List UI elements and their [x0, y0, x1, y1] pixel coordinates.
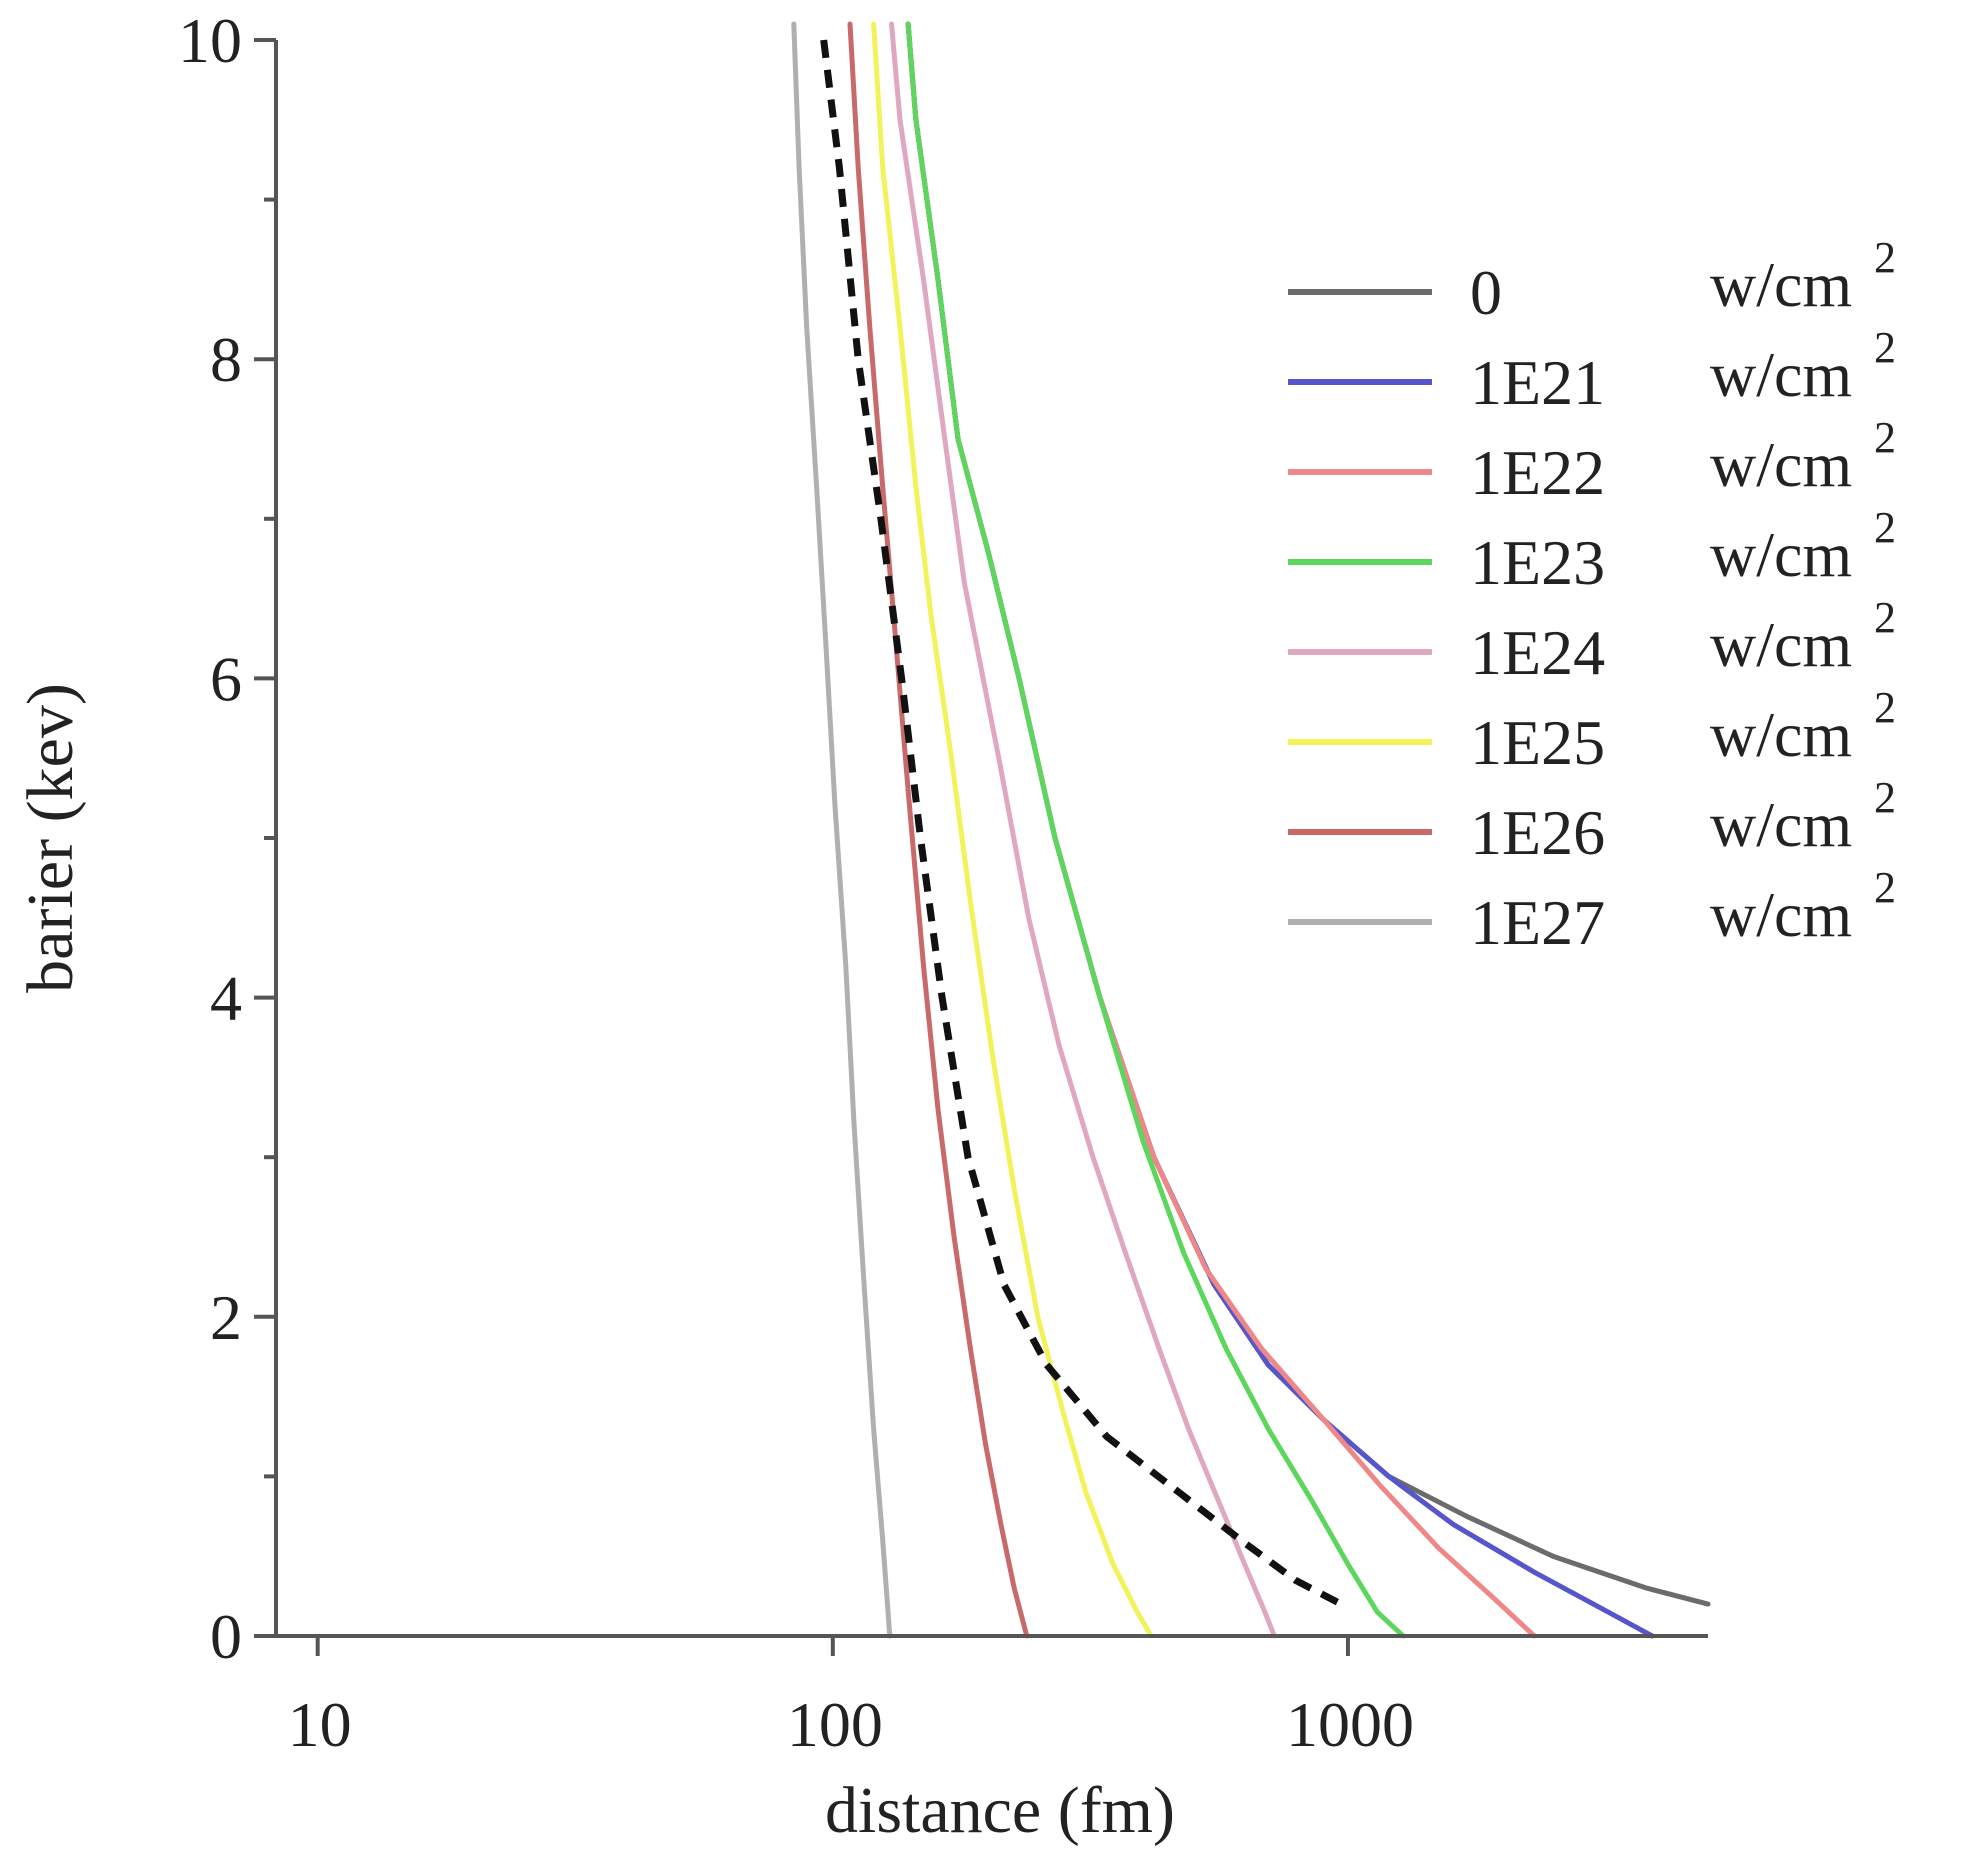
x-tick-label: 10	[288, 1689, 352, 1760]
legend-unit: w/cm	[1710, 519, 1852, 590]
legend-label: 1E23	[1470, 527, 1605, 598]
legend-label: 1E25	[1470, 707, 1605, 778]
series-line-1e26	[847, 21, 1030, 1639]
legend-unit-exponent: 2	[1874, 323, 1896, 372]
legend-unit: w/cm	[1710, 789, 1852, 860]
series-layer	[791, 21, 1711, 1639]
y-tick-label: 2	[210, 1282, 242, 1353]
legend-unit-exponent: 2	[1874, 503, 1896, 552]
legend-label: 0	[1470, 257, 1502, 328]
series-line-1e22	[905, 21, 1537, 1639]
legend-unit-exponent: 2	[1874, 863, 1896, 912]
y-tick-label: 0	[210, 1601, 242, 1672]
legend-label: 1E27	[1470, 887, 1605, 958]
legend-unit: w/cm	[1710, 879, 1852, 950]
axes-layer: 0 2 4 6 8 10 10 100 1000	[178, 5, 1708, 1760]
x-tick-label: 1000	[1286, 1689, 1414, 1760]
legend-unit-exponent: 2	[1874, 773, 1896, 822]
legend-unit-exponent: 2	[1874, 413, 1896, 462]
series-line-1e27	[791, 21, 893, 1639]
legend-unit: w/cm	[1710, 249, 1852, 320]
legend-unit: w/cm	[1710, 429, 1852, 500]
y-tick-label: 10	[178, 5, 242, 76]
series-line-1e23	[905, 21, 1406, 1639]
legend-unit-exponent: 2	[1874, 233, 1896, 282]
y-tick-label: 8	[210, 324, 242, 395]
legend-label: 1E21	[1470, 347, 1605, 418]
legend-unit: w/cm	[1710, 699, 1852, 770]
y-tick-label: 6	[210, 643, 242, 714]
legend-unit-exponent: 2	[1874, 683, 1896, 732]
x-axis-title: distance (fm)	[825, 1774, 1175, 1847]
legend-label: 1E24	[1470, 617, 1605, 688]
legend-unit: w/cm	[1710, 339, 1852, 410]
legend-unit: w/cm	[1710, 609, 1852, 680]
series-line-1e25	[871, 21, 1154, 1639]
series-line-1e24	[889, 21, 1277, 1639]
legend-label: 1E22	[1470, 437, 1605, 508]
x-tick-label: 100	[787, 1689, 883, 1760]
legend: 0 w/cm 2 1E21 w/cm 2 1E22 w/cm 2 1E23 w/cm 2 1E24 w/c…	[1288, 233, 1896, 958]
y-axis-title: barier (kev)	[14, 683, 87, 993]
legend-unit-exponent: 2	[1874, 593, 1896, 642]
legend-label: 1E26	[1470, 797, 1605, 868]
y-tick-label: 4	[210, 963, 242, 1034]
series-line-dashed-fit	[820, 39, 1343, 1608]
